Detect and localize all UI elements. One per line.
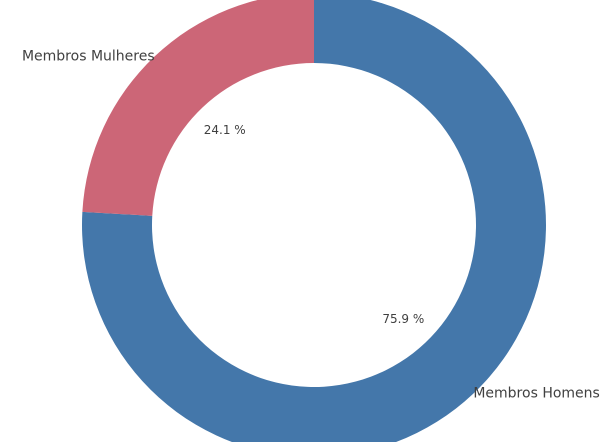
donut-slice	[82, 0, 546, 442]
value-label: 75.9 %	[382, 312, 424, 326]
category-label: Membros Mulheres	[22, 48, 155, 64]
value-label: 24.1 %	[204, 123, 246, 137]
category-label: Membros Homens	[473, 386, 600, 402]
donut-slice	[82, 0, 314, 216]
